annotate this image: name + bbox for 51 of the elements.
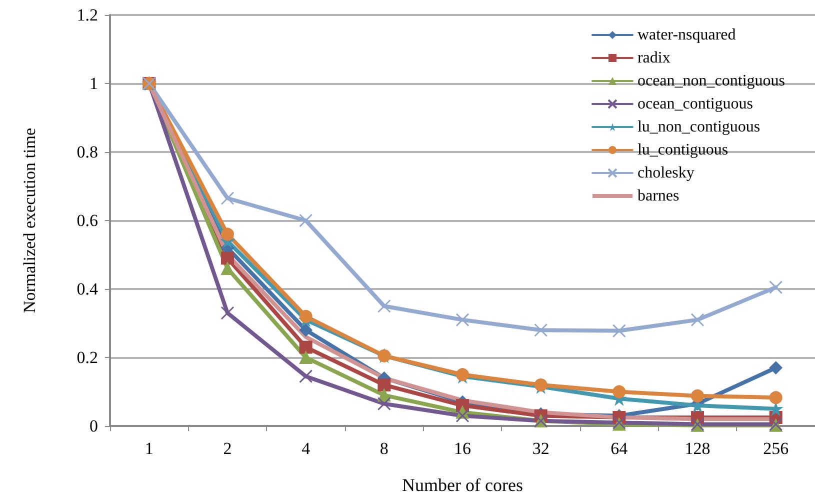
legend-label: cholesky: [637, 164, 694, 182]
point: [221, 262, 234, 275]
legend-label: ocean_non_contiguous: [637, 72, 786, 90]
point: [221, 228, 234, 241]
point: [612, 385, 626, 398]
point: [456, 368, 469, 382]
legend-label: ocean_contiguous: [637, 96, 754, 112]
legend-label: water-nsquared: [637, 26, 736, 44]
x-axis-title: Number of cores: [402, 475, 523, 495]
point: [534, 378, 548, 392]
x-tick-label: 16: [454, 439, 471, 458]
point: [690, 313, 704, 327]
point: [769, 280, 783, 294]
y-tick-label: 0.2: [76, 348, 98, 367]
y-tick-label: 1: [90, 74, 98, 93]
point: [377, 299, 391, 313]
point: [769, 361, 782, 374]
x-tick-label: 32: [532, 439, 550, 458]
point: [534, 323, 548, 337]
y-tick-label: 0.6: [76, 211, 98, 230]
y-tick-label: 0.8: [76, 142, 98, 162]
y-tick-label: 0: [90, 416, 98, 436]
point: [456, 408, 470, 422]
point: [220, 191, 234, 205]
point: [377, 396, 391, 410]
legend-label: radix: [637, 50, 670, 66]
point: [221, 252, 234, 265]
point: [299, 214, 313, 228]
x-tick-label: 64: [610, 439, 628, 458]
legend-label: lu_non_contiguous: [637, 118, 760, 136]
x-tick-label: 256: [763, 439, 789, 458]
y-tick-label: 1.2: [76, 6, 98, 24]
y-tick-label: 0.4: [76, 280, 98, 298]
y-axis-title: Normalized execution time: [20, 128, 39, 314]
legend-label: barnes: [637, 188, 680, 204]
point: [456, 313, 470, 327]
legend-label: lu_contiguous: [637, 142, 728, 158]
point: [299, 351, 312, 364]
point: [691, 389, 704, 402]
point: [299, 340, 312, 354]
point: [299, 324, 312, 337]
x-tick-label: 8: [380, 439, 388, 458]
x-tick-label: 1: [144, 439, 154, 458]
point: [612, 324, 626, 338]
x-tick-label: 2: [223, 439, 232, 458]
point: [769, 391, 782, 404]
point: [299, 310, 312, 323]
x-tick-label: 128: [684, 439, 710, 458]
point: [378, 378, 391, 392]
point: [769, 402, 782, 416]
x-tick-label: 4: [302, 439, 311, 458]
